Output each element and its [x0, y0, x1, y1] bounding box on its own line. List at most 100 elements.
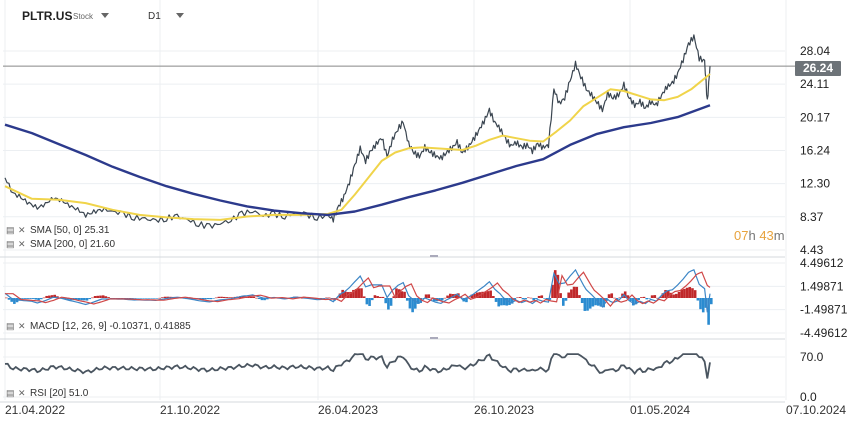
sma50-legend[interactable]: ▤ ✕ SMA [50, 0] 25.31 [6, 225, 110, 236]
macd-histogram-bar [683, 288, 686, 298]
macd-legend[interactable]: ▤ ✕ MACD [12, 26, 9] -0.10371, 0.41885 [6, 321, 191, 332]
macd-histogram-bar [209, 298, 213, 300]
macd-histogram-bar [48, 295, 51, 298]
macd-histogram-bar [599, 298, 603, 307]
indicator-settings-icon[interactable]: ▤ [6, 388, 15, 398]
macd-axis-tick: 1.49871 [800, 279, 844, 293]
timeframe-dropdown-chevron-icon[interactable] [176, 13, 184, 18]
macd-histogram-bar [443, 297, 447, 299]
macd-histogram-bar [707, 298, 710, 325]
date-axis-tick: 26.10.2023 [474, 403, 534, 417]
macd-histogram-bar [241, 296, 245, 298]
macd-histogram-bar [634, 298, 638, 305]
macd-signal-line [5, 271, 711, 308]
macd-histogram-bar [23, 298, 27, 299]
macd-histogram-bar [675, 293, 678, 298]
macd-histogram-bar [7, 298, 11, 300]
macd-histogram-bar [228, 297, 231, 298]
macd-histogram-bar [489, 290, 492, 298]
symbol-name[interactable]: PLTR.US [22, 9, 73, 23]
macd-histogram-bar [510, 298, 514, 304]
macd-histogram-bar [327, 297, 331, 299]
macd-histogram-bar [419, 298, 422, 303]
sma50-line [4, 73, 711, 221]
macd-histogram-bar [494, 298, 498, 302]
macd-histogram-bar [379, 296, 382, 298]
price-axis-tick: 8.37 [800, 210, 824, 224]
macd-histogram-bar [481, 291, 484, 298]
macd-histogram-bar [640, 297, 643, 298]
macd-histogram-bar [107, 297, 110, 298]
symbol-dropdown-chevron-icon[interactable] [101, 13, 109, 18]
remove-indicator-icon[interactable]: ✕ [18, 388, 26, 398]
rsi-legend[interactable]: ▤ ✕ RSI [20] 51.0 [6, 388, 88, 399]
macd-histogram-bar [529, 297, 533, 299]
current-price-tag: 26.24 [795, 61, 841, 76]
indicator-settings-icon[interactable]: ▤ [6, 225, 15, 235]
macd-histogram-bar [368, 298, 371, 306]
macd-histogram-bar [502, 298, 506, 306]
remove-indicator-icon[interactable]: ✕ [18, 225, 26, 235]
macd-histogram-bar [656, 297, 659, 299]
macd-histogram-bar [50, 295, 54, 298]
macd-histogram-bar [34, 298, 38, 300]
macd-histogram-bar [214, 297, 218, 299]
macd-histogram-bar [602, 298, 605, 308]
rsi-line [4, 353, 711, 379]
macd-histogram-bar [607, 294, 611, 298]
macd-histogram-bar [653, 295, 657, 298]
macd-histogram-bar [400, 291, 404, 298]
candle-countdown: 07h 43m [734, 228, 785, 243]
macd-histogram-bar [562, 298, 565, 306]
macd-histogram-bar [677, 291, 681, 298]
macd-histogram-bar [610, 293, 614, 298]
macd-histogram-bar [93, 296, 97, 298]
macd-histogram-bar [691, 288, 694, 298]
macd-histogram-bar [266, 298, 269, 300]
macd-histogram-bar [618, 297, 622, 299]
rsi-legend-text: RSI [20] 51.0 [30, 388, 89, 399]
macd-histogram-bar [128, 298, 132, 299]
macd-histogram-bar [516, 297, 519, 299]
macd-histogram-bar [389, 298, 393, 306]
macd-histogram-bar [257, 298, 261, 299]
rsi-axis-tick: 0.0 [800, 390, 817, 404]
indicator-settings-icon[interactable]: ▤ [6, 239, 15, 249]
macd-histogram-bar [521, 298, 525, 300]
remove-indicator-icon[interactable]: ✕ [18, 321, 26, 331]
macd-histogram-bar [564, 298, 568, 301]
macd-axis-tick: -4.49612 [800, 326, 848, 340]
macd-histogram-bar [432, 298, 436, 302]
sma200-legend-text: SMA [200, 0] 21.60 [30, 239, 116, 250]
macd-histogram-bar [623, 291, 627, 298]
macd-histogram-bar [701, 298, 705, 313]
macd-histogram-bar [408, 298, 412, 309]
remove-indicator-icon[interactable]: ✕ [18, 239, 26, 249]
macd-histogram-bar [37, 298, 40, 301]
macd-histogram-bar [462, 298, 466, 302]
macd-histogram-bar [637, 298, 640, 301]
macd-histogram-bar [594, 298, 597, 306]
sma200-legend[interactable]: ▤ ✕ SMA [200, 0] 21.60 [6, 239, 115, 250]
macd-histogram-bar [535, 298, 538, 300]
chart-toolbar: PLTR.US Stock D1 [0, 0, 300, 26]
timeframe-selector[interactable]: D1 [148, 11, 161, 22]
macd-histogram-bar [626, 295, 630, 298]
macd-histogram-bar [26, 298, 30, 299]
macd-histogram-bar [83, 298, 86, 301]
macd-histogram-bar [680, 289, 684, 298]
macd-histogram-bar [56, 296, 59, 298]
countdown-hours-unit: h [748, 228, 756, 243]
macd-histogram-bar [629, 298, 632, 302]
macd-histogram-bar [123, 298, 126, 299]
macd-histogram-bar [131, 298, 135, 299]
macd-histogram-bar [699, 298, 702, 310]
macd-histogram-bar [126, 298, 129, 299]
macd-histogram-bar [66, 298, 70, 300]
macd-histogram-bar [392, 296, 396, 298]
macd-histogram-bar [217, 296, 221, 298]
macd-histogram-bar [403, 291, 406, 298]
price-axis-tick: 24.11 [800, 77, 829, 91]
indicator-settings-icon[interactable]: ▤ [6, 321, 15, 331]
